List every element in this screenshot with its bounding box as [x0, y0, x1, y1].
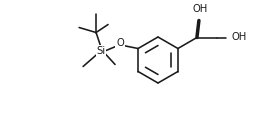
Text: OH: OH [231, 33, 246, 42]
Text: OH: OH [192, 4, 207, 15]
Text: Si: Si [96, 46, 105, 55]
Text: O: O [116, 38, 123, 48]
